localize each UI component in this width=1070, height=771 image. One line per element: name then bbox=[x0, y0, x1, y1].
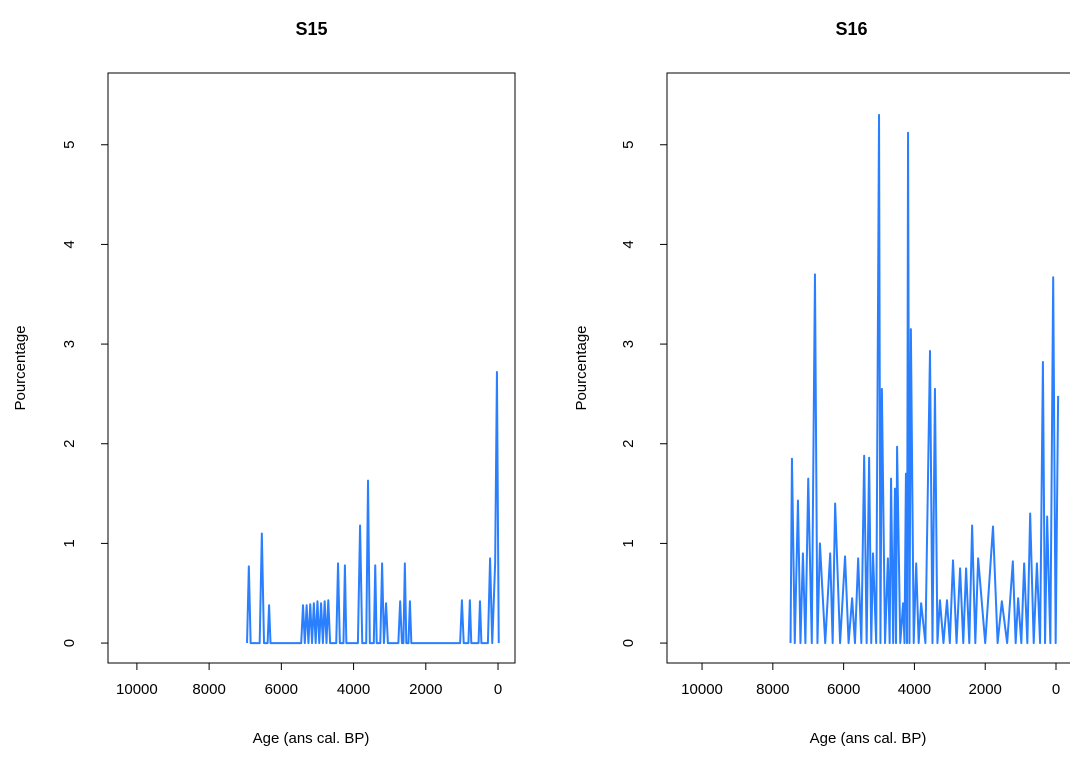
x-tick-label: 4000 bbox=[337, 681, 370, 698]
x-tick-label: 2000 bbox=[969, 681, 1002, 698]
x-tick-label: 0 bbox=[494, 681, 502, 698]
y-tick-label: 3 bbox=[620, 340, 637, 348]
data-line bbox=[789, 113, 1060, 645]
y-axis-label: Pourcentage bbox=[573, 325, 590, 410]
x-tick-label: 8000 bbox=[756, 681, 789, 698]
y-tick-label: 0 bbox=[620, 639, 637, 647]
plot-box bbox=[107, 72, 516, 664]
x-tick-label: 2000 bbox=[409, 681, 442, 698]
chart-title: S15 bbox=[295, 19, 327, 39]
x-tick-label: 0 bbox=[1052, 681, 1060, 698]
chart-title: S16 bbox=[835, 19, 867, 39]
y-tick-label: 0 bbox=[61, 639, 78, 647]
y-tick-label: 2 bbox=[620, 440, 637, 448]
x-axis-label: Age (ans cal. BP) bbox=[810, 730, 927, 747]
x-tick-label: 10000 bbox=[116, 681, 158, 698]
y-tick-label: 4 bbox=[61, 240, 78, 248]
x-tick-label: 6000 bbox=[265, 681, 298, 698]
x-tick-label: 6000 bbox=[827, 681, 860, 698]
y-axis-label: Pourcentage bbox=[12, 325, 29, 410]
x-tick-label: 4000 bbox=[898, 681, 931, 698]
x-axis-label: Age (ans cal. BP) bbox=[253, 730, 370, 747]
y-tick-label: 4 bbox=[620, 240, 637, 248]
y-tick-label: 5 bbox=[620, 141, 637, 149]
y-tick-label: 2 bbox=[61, 440, 78, 448]
data-line bbox=[246, 370, 500, 645]
y-tick-label: 1 bbox=[61, 539, 78, 547]
x-tick-label: 10000 bbox=[681, 681, 723, 698]
y-tick-label: 3 bbox=[61, 340, 78, 348]
y-tick-label: 5 bbox=[61, 141, 78, 149]
x-tick-label: 8000 bbox=[192, 681, 225, 698]
y-tick-label: 1 bbox=[620, 539, 637, 547]
